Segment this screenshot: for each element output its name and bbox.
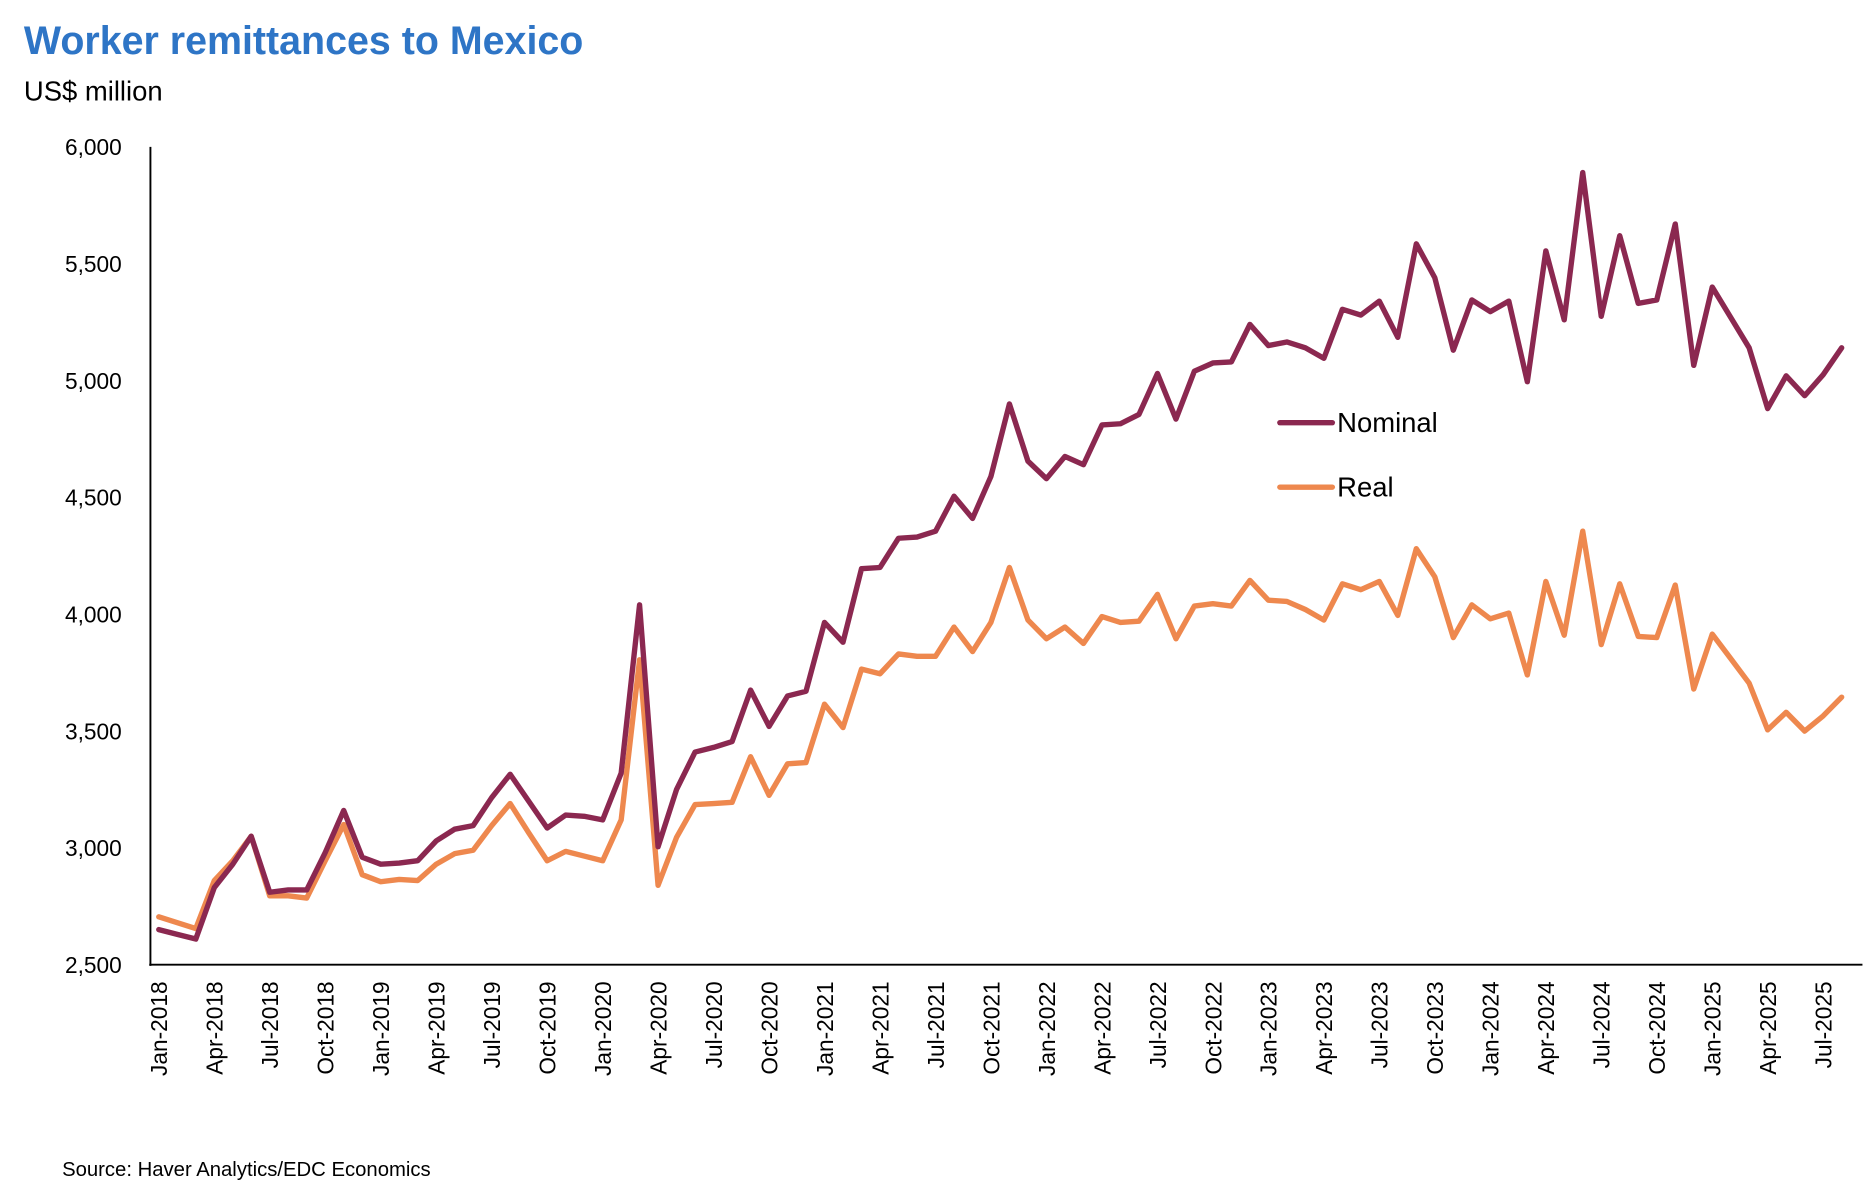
series-line-real bbox=[156, 528, 1845, 932]
x-tick-label: Apr-2023 bbox=[1311, 981, 1337, 1074]
y-tick-label: 4,500 bbox=[65, 485, 122, 511]
chart-title: Worker remittances to Mexico bbox=[24, 19, 583, 63]
legend-label-real: Real bbox=[1337, 472, 1393, 503]
x-tick-label: Apr-2025 bbox=[1755, 981, 1781, 1074]
x-tick-label: Jan-2022 bbox=[1034, 981, 1060, 1076]
legend: Nominal Real bbox=[1277, 407, 1438, 503]
x-tick-label: Apr-2020 bbox=[645, 981, 671, 1074]
y-tick-label: 3,500 bbox=[65, 718, 122, 744]
x-tick-label: Apr-2018 bbox=[202, 981, 228, 1074]
x-tick-label: Jan-2019 bbox=[368, 981, 394, 1076]
chart-subtitle: US$ million bbox=[24, 75, 163, 106]
x-tick-label: Jul-2021 bbox=[923, 981, 949, 1068]
x-tick-label: Jan-2021 bbox=[812, 981, 838, 1076]
x-tick-label: Jan-2020 bbox=[590, 981, 616, 1076]
x-tick-label: Jul-2025 bbox=[1811, 981, 1837, 1068]
x-tick-label: Jan-2018 bbox=[146, 981, 172, 1076]
y-axis-ticks: 2,500 3,000 3,500 4,000 4,500 5,000 5,500 6,000 bbox=[65, 134, 122, 978]
series-lines bbox=[156, 169, 1845, 942]
x-tick-label: Jul-2024 bbox=[1589, 981, 1615, 1068]
x-tick-label: Oct-2021 bbox=[978, 981, 1004, 1074]
x-tick-label: Apr-2024 bbox=[1533, 981, 1559, 1074]
x-axis-ticks: Jan-2018 Apr-2018 Jul-2018 Oct-2018 Jan-2019… bbox=[146, 981, 1836, 1076]
x-tick-label: Jan-2024 bbox=[1478, 981, 1504, 1076]
x-tick-label: Jul-2018 bbox=[257, 981, 283, 1068]
y-tick-label: 4,000 bbox=[65, 602, 122, 628]
x-tick-label: Jul-2019 bbox=[479, 981, 505, 1068]
y-tick-label: 2,500 bbox=[65, 952, 122, 978]
y-tick-label: 6,000 bbox=[65, 134, 122, 160]
x-tick-label: Jan-2023 bbox=[1256, 981, 1282, 1076]
x-tick-label: Jul-2020 bbox=[701, 981, 727, 1068]
x-tick-label: Oct-2020 bbox=[756, 981, 782, 1074]
x-tick-label: Jul-2022 bbox=[1145, 981, 1171, 1068]
legend-label-nominal: Nominal bbox=[1337, 407, 1438, 438]
source-note: Source: Haver Analytics/EDC Economics bbox=[62, 1159, 431, 1181]
x-tick-label: Oct-2019 bbox=[534, 981, 560, 1074]
series-line-nominal bbox=[156, 169, 1845, 942]
x-tick-label: Apr-2019 bbox=[424, 981, 450, 1074]
y-tick-label: 5,000 bbox=[65, 368, 122, 394]
x-tick-label: Jul-2023 bbox=[1367, 981, 1393, 1068]
x-tick-label: Oct-2023 bbox=[1422, 981, 1448, 1074]
x-tick-label: Apr-2021 bbox=[867, 981, 893, 1074]
y-tick-label: 5,500 bbox=[65, 251, 122, 277]
x-tick-label: Jan-2025 bbox=[1700, 981, 1726, 1076]
y-tick-label: 3,000 bbox=[65, 835, 122, 861]
x-tick-label: Oct-2018 bbox=[313, 981, 339, 1074]
x-tick-label: Apr-2022 bbox=[1089, 981, 1115, 1074]
x-tick-label: Oct-2022 bbox=[1200, 981, 1226, 1074]
x-tick-label: Oct-2024 bbox=[1644, 981, 1670, 1074]
